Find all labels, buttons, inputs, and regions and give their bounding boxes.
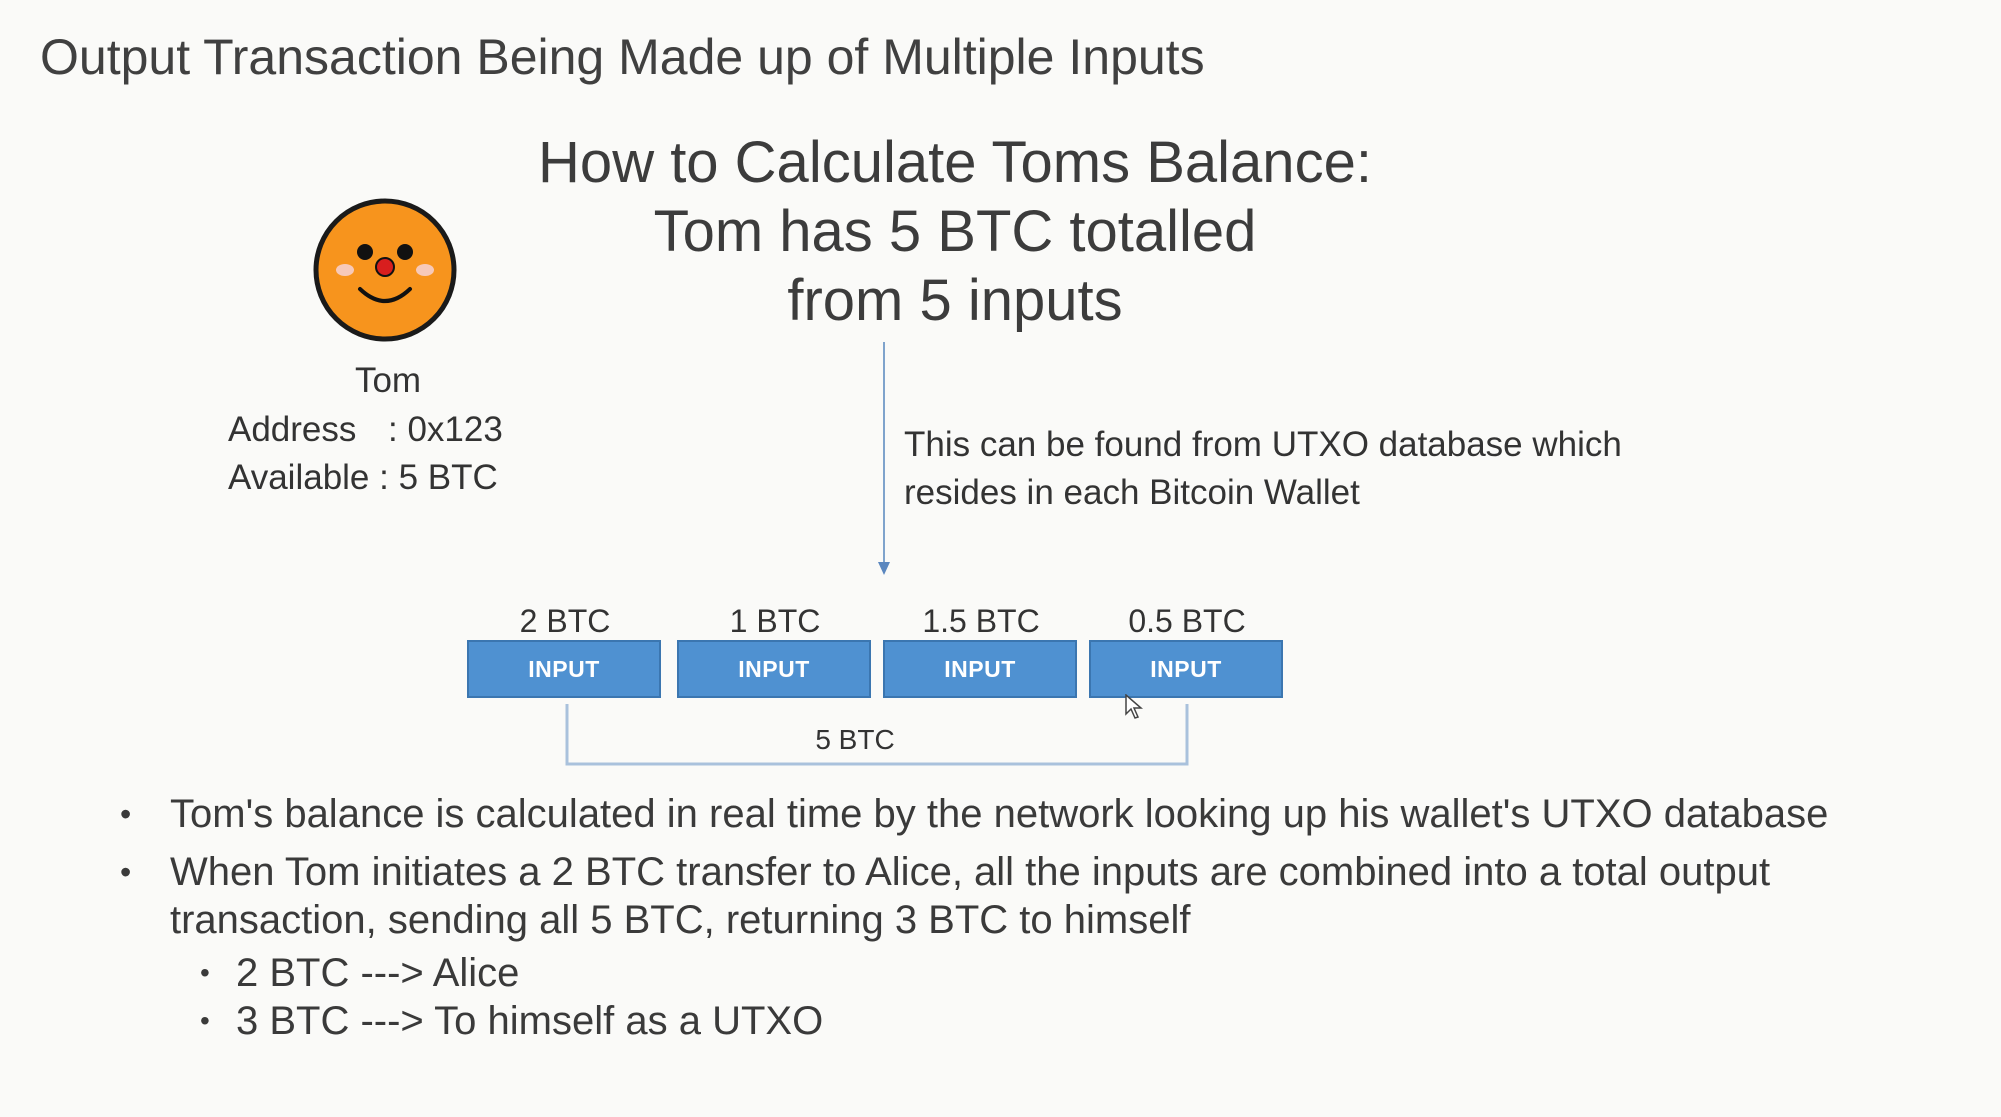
sub-bullet-dot: • bbox=[200, 957, 210, 988]
available-label: Available bbox=[228, 458, 370, 497]
available-row: Available : 5 BTC bbox=[228, 458, 498, 498]
smiley-face-icon bbox=[312, 197, 458, 343]
bullet-text-1: Tom's balance is calculated in real time… bbox=[170, 792, 1829, 836]
address-label: Address bbox=[228, 410, 357, 449]
utxo-note: This can be found from UTXO database whi… bbox=[904, 421, 1622, 517]
slide-title: Output Transaction Being Made up of Mult… bbox=[40, 29, 1205, 85]
input-amount-4: 0.5 BTC bbox=[1128, 603, 1246, 639]
input-amount-2: 1 BTC bbox=[729, 603, 821, 639]
sub-bullet-item: • 3 BTC ---> To himself as a UTXO bbox=[200, 997, 823, 1045]
bullet-list: • Tom's balance is calculated in real ti… bbox=[120, 790, 1980, 954]
bullet-dot: • bbox=[120, 854, 132, 890]
sub-bullet-list: • 2 BTC ---> Alice • 3 BTC ---> To himse… bbox=[200, 949, 823, 1045]
heading-line-1: How to Calculate Toms Balance: bbox=[538, 130, 1372, 195]
input-box-4: INPUT bbox=[1089, 640, 1283, 698]
total-label: 5 BTC bbox=[815, 724, 895, 755]
input-amount-1: 2 BTC bbox=[519, 603, 611, 639]
address-row: Address : 0x123 bbox=[228, 410, 503, 450]
sub-bullet-text-2: 3 BTC ---> To himself as a UTXO bbox=[236, 999, 824, 1043]
mouse-cursor-icon bbox=[1125, 694, 1143, 719]
bullet-item: • Tom's balance is calculated in real ti… bbox=[120, 790, 1980, 838]
address-value: : 0x123 bbox=[388, 410, 503, 449]
input-box-3: INPUT bbox=[883, 640, 1077, 698]
sub-bullet-text-1: 2 BTC ---> Alice bbox=[236, 951, 520, 995]
utxo-note-line-1: This can be found from UTXO database whi… bbox=[904, 425, 1622, 464]
input-box-1: INPUT bbox=[467, 640, 661, 698]
down-arrow-head bbox=[878, 562, 890, 575]
available-value: : 5 BTC bbox=[379, 458, 498, 497]
input-amount-3: 1.5 BTC bbox=[922, 603, 1040, 639]
heading-line-3: from 5 inputs bbox=[787, 268, 1123, 333]
bullet-text-2: When Tom initiates a 2 BTC transfer to A… bbox=[170, 850, 1771, 942]
input-box-2: INPUT bbox=[677, 640, 871, 698]
person-name: Tom bbox=[354, 361, 422, 400]
utxo-note-line-2: resides in each Bitcoin Wallet bbox=[904, 473, 1360, 512]
bullet-item: • When Tom initiates a 2 BTC transfer to… bbox=[120, 848, 1980, 944]
sub-bullet-item: • 2 BTC ---> Alice bbox=[200, 949, 823, 997]
main-heading: How to Calculate Toms Balance: Tom has 5… bbox=[470, 128, 1440, 335]
bullet-dot: • bbox=[120, 796, 132, 832]
heading-line-2: Tom has 5 BTC totalled bbox=[653, 199, 1257, 264]
sub-bullet-dot: • bbox=[200, 1005, 210, 1036]
